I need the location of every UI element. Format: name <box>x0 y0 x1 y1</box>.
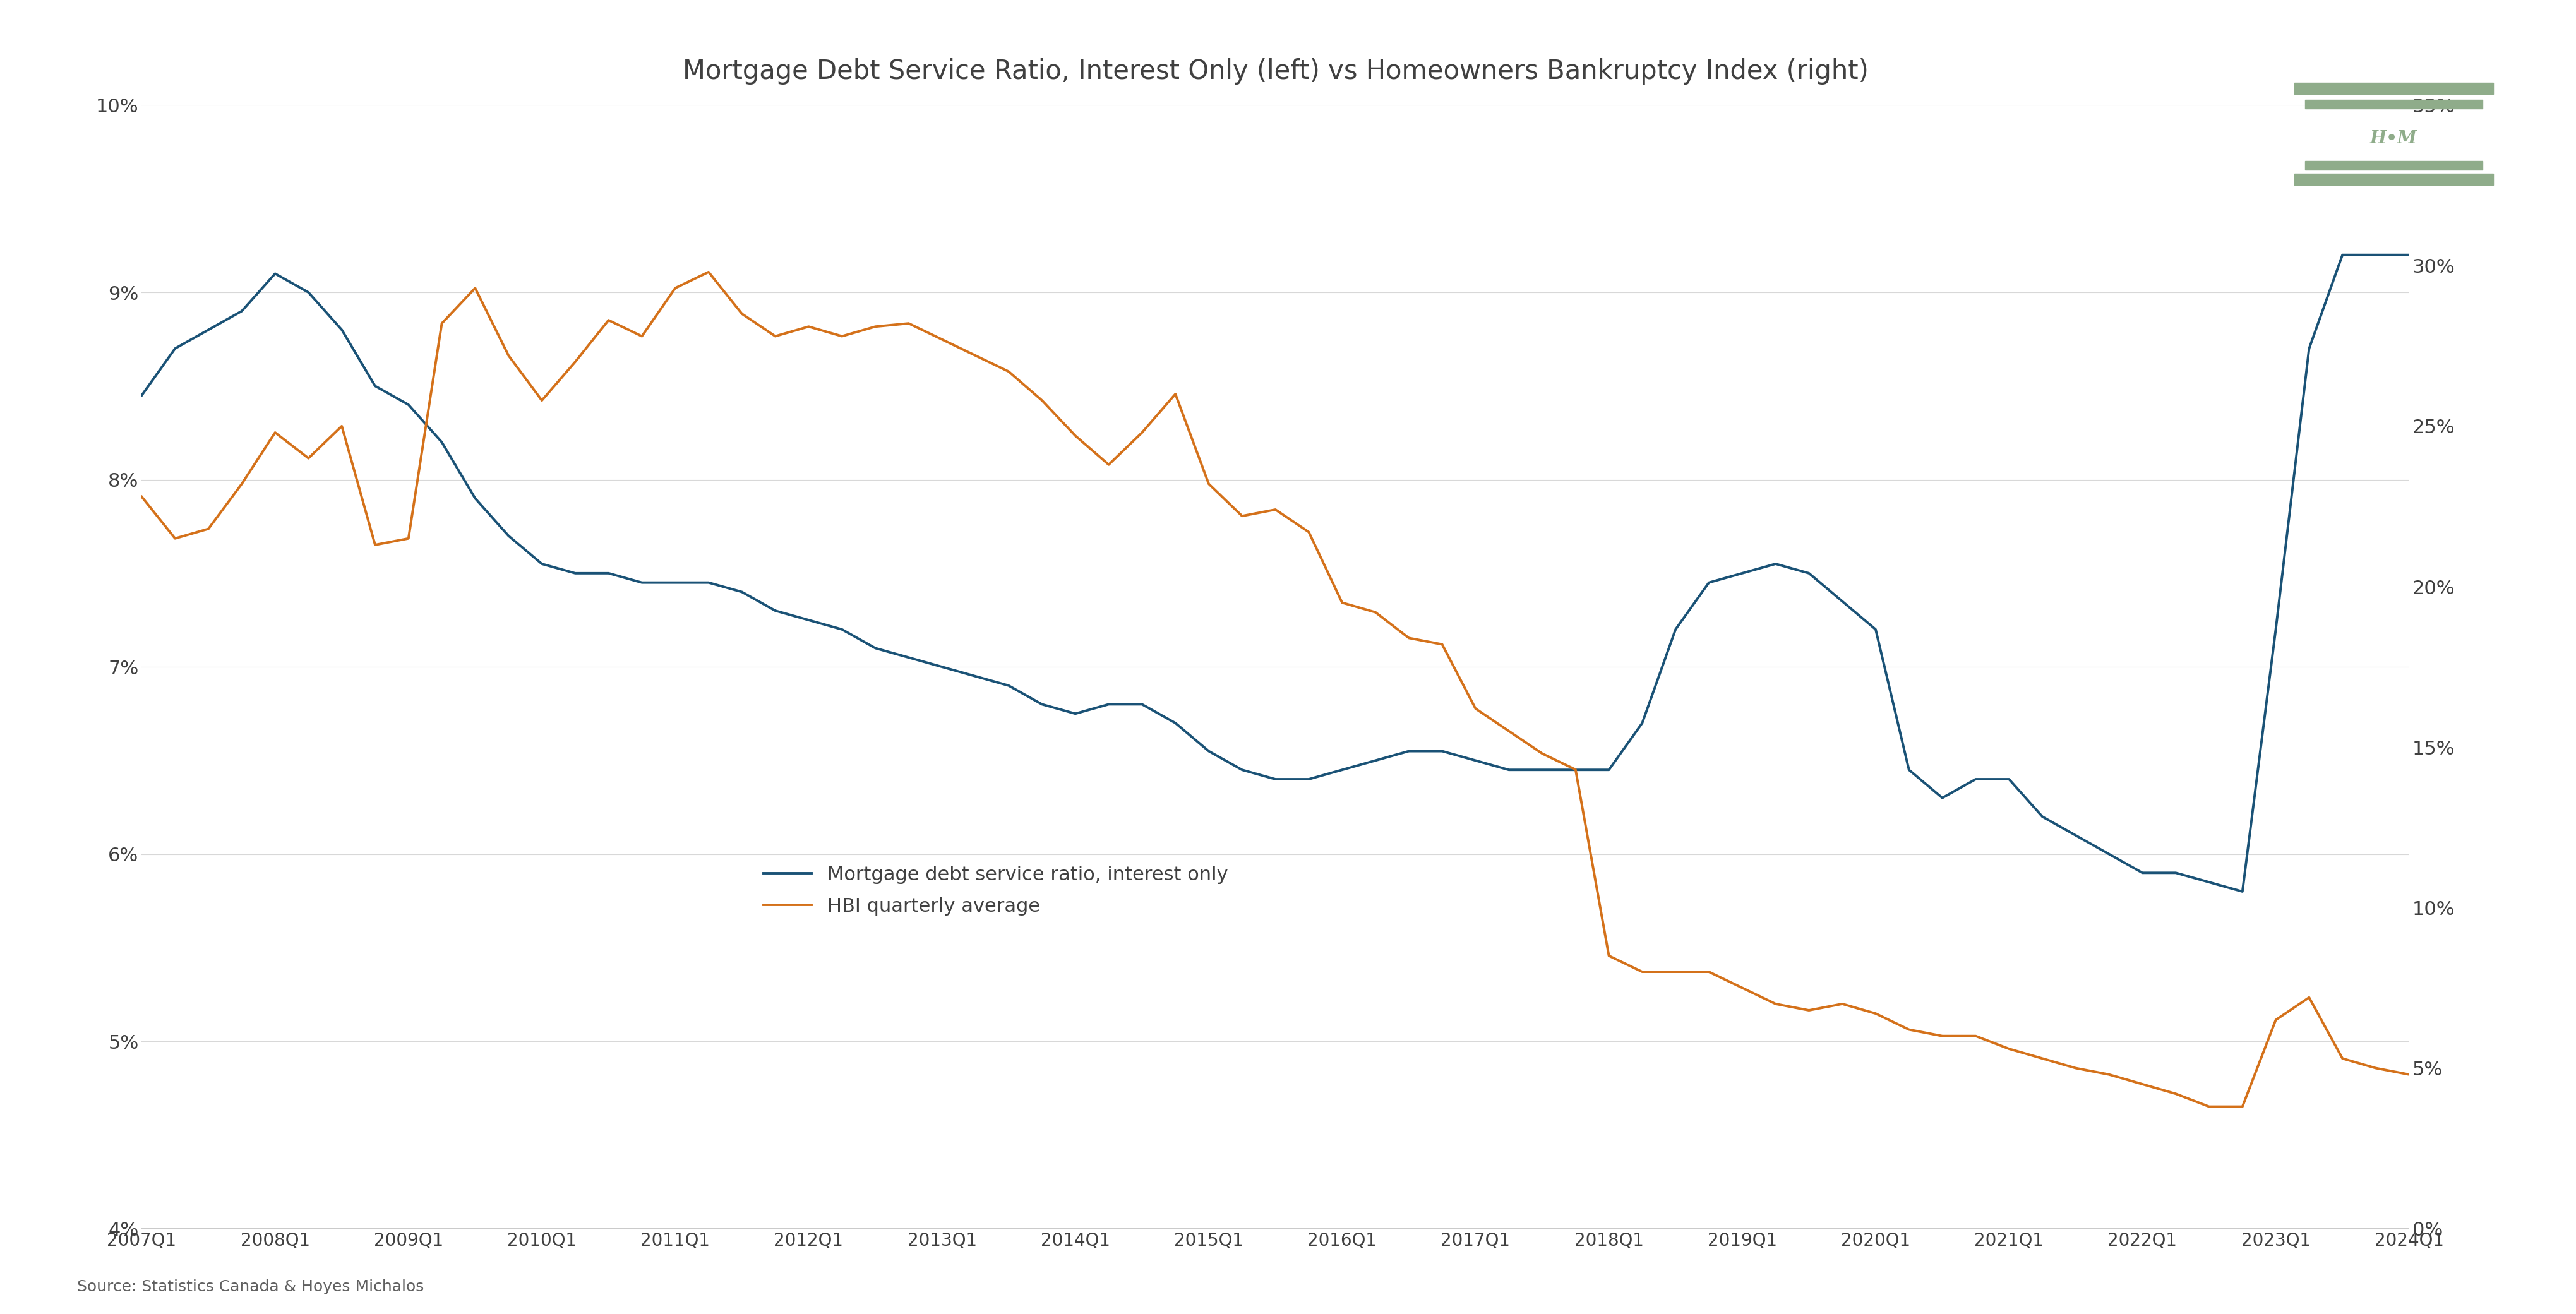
Text: Source: Statistics Canada & Hoyes Michalos: Source: Statistics Canada & Hoyes Michal… <box>77 1279 425 1294</box>
Legend: Mortgage debt service ratio, interest only, HBI quarterly average: Mortgage debt service ratio, interest on… <box>762 866 1229 916</box>
Bar <box>2306 162 2481 170</box>
Bar <box>2293 173 2494 185</box>
Title: Mortgage Debt Service Ratio, Interest Only (left) vs Homeowners Bankruptcy Index: Mortgage Debt Service Ratio, Interest On… <box>683 58 1868 84</box>
Bar <box>2306 100 2481 109</box>
Text: H•M: H•M <box>2370 130 2416 147</box>
Bar <box>2293 83 2494 93</box>
